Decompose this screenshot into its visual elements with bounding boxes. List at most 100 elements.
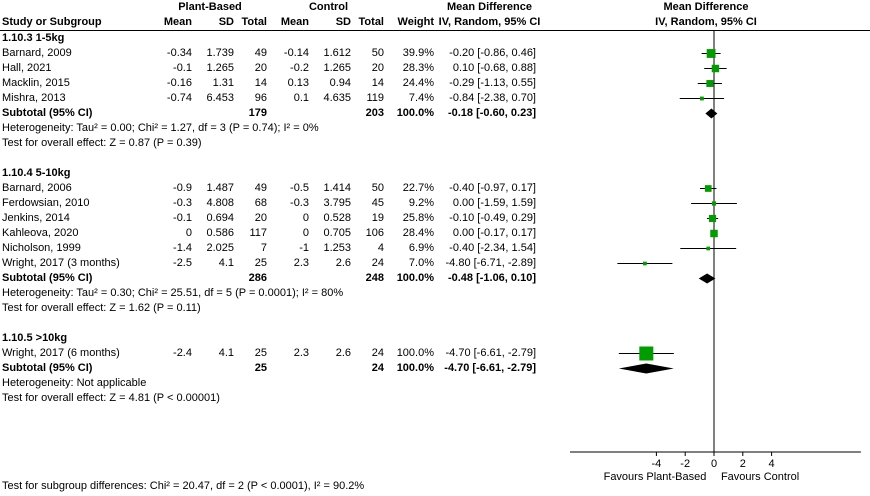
study-label: Hall, 2021 <box>2 62 52 74</box>
heterogeneity-text: Heterogeneity: Tau² = 0.30; Chi² = 25.51… <box>2 287 344 299</box>
treatment-sd: 4.1 <box>218 257 234 269</box>
ci-text: -0.18 [-0.60, 0.23] <box>447 107 536 119</box>
weight: 100.0% <box>396 347 434 359</box>
treatment-sd: 1.739 <box>206 47 234 59</box>
study-row: Macklin, 2015 -0.16 1.31 14 0.13 0.94 14 24.4% -… <box>0 76 870 91</box>
ci-text: 0.00 [-1.59, 1.59] <box>452 197 536 209</box>
ci-text: -4.70 [-6.61, -2.79] <box>445 347 537 359</box>
treatment-total: 25 <box>254 257 267 269</box>
effect-square <box>711 201 717 206</box>
axis-tick-label: -4 <box>652 458 662 470</box>
effect-square <box>706 246 711 251</box>
weight: 100.0% <box>396 272 434 284</box>
weight: 100.0% <box>396 107 434 119</box>
heterogeneity-row: Heterogeneity: Not applicable <box>0 376 870 391</box>
treatment-mean: -2.4 <box>173 347 192 359</box>
effect-square <box>643 261 647 266</box>
control-mean <box>270 271 312 286</box>
axis-label-left: Favours Plant-Based <box>604 471 707 483</box>
overall-effect-text: Test for overall effect: Z = 0.87 (P = 0… <box>2 137 202 149</box>
treatment-sd: 4.808 <box>206 197 234 209</box>
control-mean <box>270 361 312 376</box>
ci-text: -0.40 [-0.97, 0.17] <box>449 182 536 194</box>
control-mean: -0.14 <box>283 47 309 59</box>
subgroup-title-row: 1.10.3 1-5kg <box>0 31 870 46</box>
study-row: Ferdowsian, 2010 -0.3 4.808 68 -0.3 3.795 45 9.… <box>0 196 870 211</box>
subgroup-title-row: 1.10.4 5-10kg <box>0 166 870 181</box>
weight: 24.4% <box>402 77 434 89</box>
study-label: Subtotal (95% CI) <box>2 272 93 284</box>
axis-label-right: Favours Control <box>721 471 799 483</box>
treatment-mean <box>150 106 195 121</box>
overall-effect-row: Test for overall effect: Z = 4.81 (P < 0… <box>0 391 870 406</box>
study-label: Macklin, 2015 <box>2 77 70 89</box>
study-label: Ferdowsian, 2010 <box>2 197 90 209</box>
ci-text: -0.29 [-1.13, 0.55] <box>449 77 536 89</box>
study-label: Barnard, 2006 <box>2 182 72 194</box>
control-total: 4 <box>377 242 384 254</box>
treatment-total: 179 <box>248 107 267 119</box>
treatment-sd: 1.31 <box>212 77 234 89</box>
subgroup-title-row: 1.10.5 >10kg <box>0 331 870 346</box>
ci-text-column-header: IV, Random, 95% CI <box>438 16 541 28</box>
control-total: 106 <box>365 227 384 239</box>
study-row: Wright, 2017 (3 months) -2.5 4.1 25 2.3 2.6 24… <box>0 256 870 271</box>
treatment-sd: 2.025 <box>206 242 234 254</box>
weight: 9.2% <box>408 197 434 209</box>
treatment-sd-header: SD <box>218 16 234 28</box>
treatment-mean: -0.16 <box>166 77 192 89</box>
ci-text: -4.70 [-6.61, -2.79] <box>444 362 536 374</box>
effect-square <box>709 214 717 223</box>
treatment-mean: -0.34 <box>166 47 192 59</box>
subtotal-row: Subtotal (95% CI) 286 248 100.0% -0.48 [-1.0… <box>0 271 870 286</box>
subtotal-diamond <box>698 273 716 284</box>
control-sd: 0.705 <box>323 227 351 239</box>
study-label: Wright, 2017 (6 months) <box>2 347 120 359</box>
control-group-header: Control <box>308 1 349 13</box>
treatment-mean: 0 <box>185 227 192 239</box>
heterogeneity-text: Heterogeneity: Tau² = 0.00; Chi² = 1.27,… <box>2 122 319 134</box>
subtotal-diamond <box>618 363 674 374</box>
control-total: 50 <box>371 182 384 194</box>
subgroup-title: 1.10.5 >10kg <box>2 332 68 344</box>
treatment-mean <box>150 361 195 376</box>
study-label: Jenkins, 2014 <box>2 212 70 224</box>
treatment-mean: -0.9 <box>173 182 192 194</box>
treatment-mean: -2.5 <box>173 257 192 269</box>
control-mean: 0 <box>302 212 309 224</box>
control-mean: -0.2 <box>290 62 309 74</box>
treatment-total: 49 <box>254 182 267 194</box>
control-sd-header: SD <box>335 16 351 28</box>
overall-effect-text: Test for overall effect: Z = 4.81 (P < 0… <box>2 392 220 404</box>
ci-text: -4.80 [-6.71, -2.89] <box>445 257 537 269</box>
weight: 39.9% <box>402 47 434 59</box>
ci-text: 0.00 [-0.17, 0.17] <box>452 227 536 239</box>
control-total-header: Total <box>358 16 384 28</box>
study-row: Mishra, 2013 -0.74 6.453 96 0.1 4.635 119 7.4% -… <box>0 91 870 106</box>
weight: 6.9% <box>408 242 434 254</box>
treatment-total: 286 <box>248 272 267 284</box>
control-mean: 2.3 <box>293 347 309 359</box>
control-sd <box>312 271 354 286</box>
control-total: 14 <box>371 77 384 89</box>
treatment-total: 68 <box>254 197 267 209</box>
control-mean: -0.5 <box>290 182 309 194</box>
overall-effect-row: Test for overall effect: Z = 1.62 (P = 0… <box>0 301 870 316</box>
control-total: 24 <box>371 257 384 269</box>
subtotal-row: Subtotal (95% CI) 179 203 100.0% -0.18 [-0.6… <box>0 106 870 121</box>
forest-graph: -4 -2 0 2 4 Favours Plant-Based Favours Contro… <box>570 31 861 483</box>
axis-tick-label: 4 <box>769 458 775 470</box>
control-mean: 0.13 <box>287 77 309 89</box>
weight: 7.0% <box>408 257 434 269</box>
control-mean: -0.3 <box>290 197 309 209</box>
treatment-mean: -0.1 <box>173 62 192 74</box>
overall-effect-text: Test for overall effect: Z = 1.62 (P = 0… <box>2 302 201 314</box>
md-plot-column-header: Mean Difference <box>663 1 749 13</box>
treatment-total: 25 <box>254 362 267 374</box>
control-sd: 2.6 <box>335 347 351 359</box>
control-sd: 0.94 <box>329 77 351 89</box>
treatment-sd: 4.1 <box>218 347 234 359</box>
effect-square <box>706 80 714 87</box>
control-mean: 2.3 <box>293 257 309 269</box>
